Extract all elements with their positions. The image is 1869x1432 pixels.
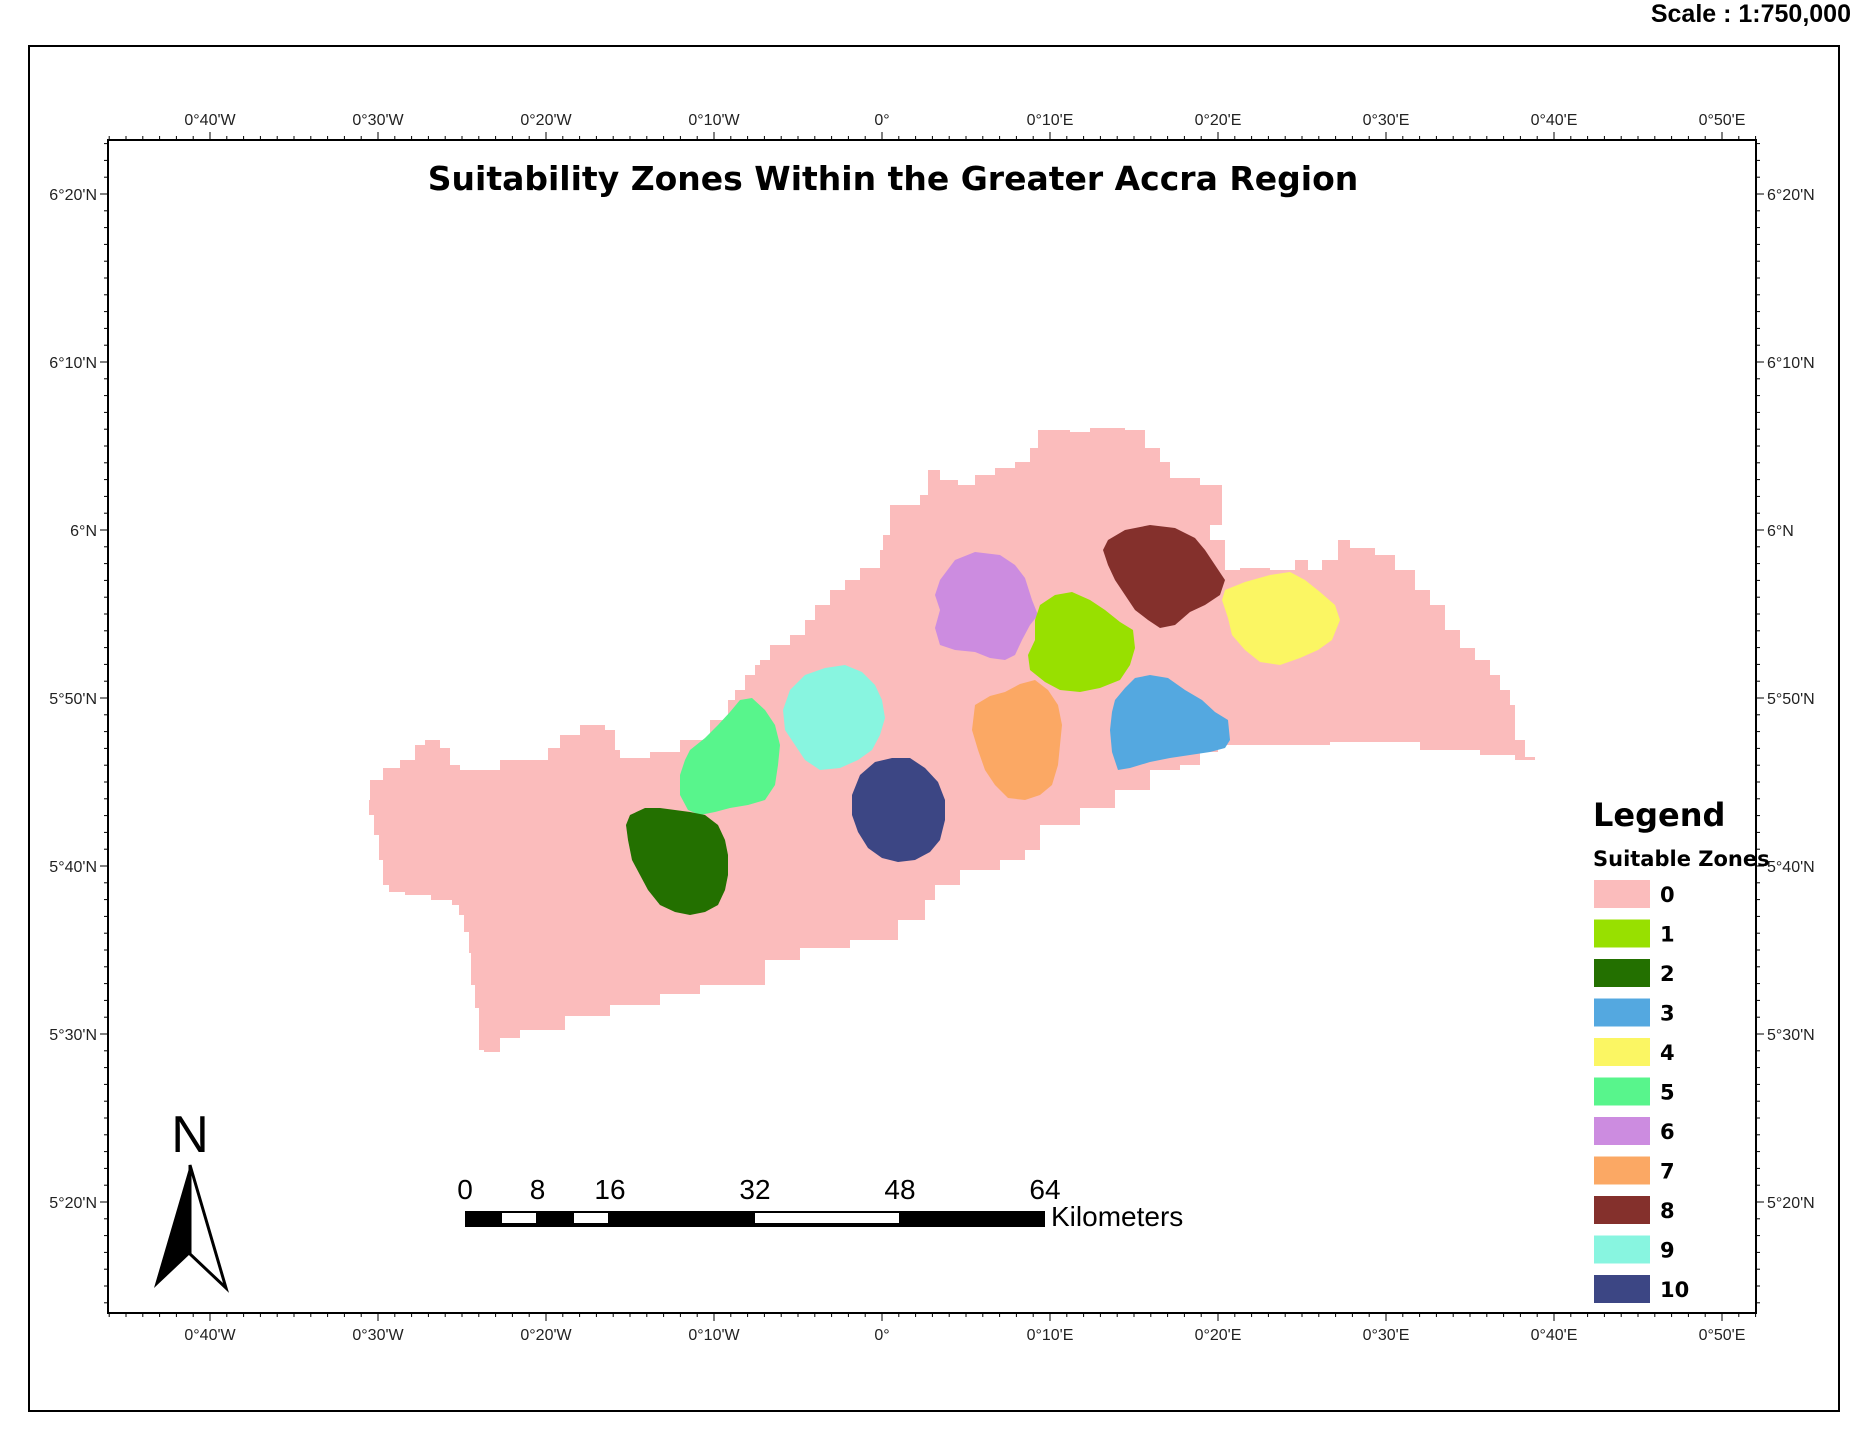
legend-item-label: 3 (1660, 1002, 1675, 1026)
legend-swatch (1594, 919, 1650, 948)
legend-swatch (1594, 1077, 1650, 1106)
longitude-label: 0°40'W (184, 1327, 236, 1344)
scale-bar-label: 16 (594, 1174, 625, 1205)
longitude-label: 0°20'W (520, 112, 572, 129)
longitude-label: 0°40'E (1531, 1327, 1578, 1344)
region-zone-8 (1103, 525, 1225, 628)
latitude-label: 6°10'N (1767, 355, 1815, 372)
region-zone-5 (680, 698, 780, 815)
legend-title: Legend (1593, 796, 1725, 834)
longitude-label: 0°20'E (1195, 1327, 1242, 1344)
legend-item-label: 4 (1660, 1041, 1675, 1065)
legend-item-label: 1 (1660, 923, 1675, 947)
legend-swatch (1594, 1117, 1650, 1145)
scale-bar: 0 8 16 32 48 64 Kilometers (457, 1174, 1183, 1232)
legend-items: 0 1 2 3 4 5 6 7 8 9 10 (1594, 880, 1689, 1303)
region-zone-6 (935, 552, 1038, 660)
latitude-label: 6°10'N (49, 355, 97, 372)
latitude-label: 5°50'N (1767, 691, 1815, 708)
legend-swatch (1594, 880, 1650, 908)
longitude-label: 0° (874, 112, 889, 129)
latitude-label: 6°20'N (49, 187, 97, 204)
legend-item-label: 2 (1660, 962, 1675, 986)
legend-item-label: 9 (1660, 1239, 1675, 1263)
scale-bar-label: 64 (1029, 1174, 1060, 1205)
longitude-label: 0°30'W (352, 112, 404, 129)
latitude-label: 5°40'N (49, 859, 97, 876)
latitude-label: 5°30'N (1767, 1027, 1815, 1044)
longitude-label: 0°10'E (1027, 112, 1074, 129)
region-zone-0 (369, 428, 1535, 1052)
longitude-label: 0°30'W (352, 1327, 404, 1344)
legend-swatch (1594, 998, 1650, 1027)
legend-swatch (1594, 1038, 1650, 1066)
latitude-label: 6°N (1767, 523, 1794, 540)
legend-item-label: 7 (1660, 1160, 1675, 1184)
legend-swatch (1594, 1196, 1650, 1224)
longitude-label: 0°20'W (520, 1327, 572, 1344)
scale-bar-label: 0 (457, 1174, 473, 1205)
latitude-label: 5°20'N (49, 1195, 97, 1212)
longitude-label: 0°50'E (1699, 1327, 1746, 1344)
graticule-ticks (100, 132, 1764, 1321)
longitude-label: 0°30'E (1363, 112, 1410, 129)
latitude-labels-right: 6°20'N 6°10'N 6°N 5°50'N 5°40'N 5°30'N 5°20'N (1767, 187, 1815, 1212)
page-border (28, 45, 1840, 1412)
region-zone-4 (1222, 572, 1340, 665)
legend-swatch (1594, 959, 1650, 987)
latitude-label: 5°30'N (49, 1027, 97, 1044)
scale-bar-unit: Kilometers (1051, 1201, 1183, 1232)
longitude-labels-top: 0°40'W 0°30'W 0°20'W 0°10'W 0° 0°10'E 0°20'E 0°… (184, 112, 1745, 129)
north-arrow-icon: N (154, 1106, 229, 1293)
latitude-label: 6°20'N (1767, 187, 1815, 204)
scale-bar-labels: 0 8 16 32 48 64 (457, 1174, 1060, 1205)
scale-bar-label: 8 (530, 1174, 546, 1205)
latitude-label: 5°40'N (1767, 859, 1815, 876)
region-zone-7 (972, 680, 1062, 800)
region-zone-1 (1028, 592, 1135, 692)
legend-subtitle: Suitable Zones (1593, 847, 1770, 871)
region-zone-9 (783, 665, 885, 770)
map-title: Suitability Zones Within the Greater Acc… (428, 159, 1358, 198)
latitude-label: 5°50'N (49, 691, 97, 708)
longitude-label: 0°40'E (1531, 112, 1578, 129)
legend-swatch (1594, 1235, 1650, 1264)
longitude-label: 0°50'E (1699, 112, 1746, 129)
legend-item-label: 0 (1660, 883, 1675, 907)
latitude-labels-left: 6°20'N 6°10'N 6°N 5°50'N 5°40'N 5°30'N 5°20'N (49, 187, 97, 1212)
longitude-label: 0°30'E (1363, 1327, 1410, 1344)
region-zone-3 (1110, 675, 1230, 770)
latitude-label: 5°20'N (1767, 1195, 1815, 1212)
latitude-label: 6°N (70, 523, 97, 540)
scale-bar-label: 48 (884, 1174, 915, 1205)
longitude-label: 0°40'W (184, 112, 236, 129)
legend: Legend Suitable Zones 0 1 2 3 4 5 6 7 8 9 10 (1593, 796, 1770, 1303)
legend-swatch (1594, 1275, 1650, 1303)
region-zone-2 (626, 808, 728, 915)
legend-item-label: 8 (1660, 1199, 1675, 1223)
legend-item-label: 6 (1660, 1120, 1675, 1144)
region-zone-10 (852, 758, 945, 862)
map-scale-text: Scale : 1:750,000 (1650, 0, 1851, 28)
longitude-labels-bottom: 0°40'W 0°30'W 0°20'W 0°10'W 0° 0°10'E 0°20'E 0°… (184, 1327, 1745, 1344)
legend-item-label: 10 (1660, 1278, 1689, 1302)
longitude-label: 0° (874, 1327, 889, 1344)
scale-bar-label: 32 (739, 1174, 770, 1205)
north-arrow-letter: N (171, 1106, 209, 1164)
longitude-label: 0°10'W (688, 112, 740, 129)
longitude-label: 0°20'E (1195, 112, 1242, 129)
longitude-label: 0°10'E (1027, 1327, 1074, 1344)
longitude-label: 0°10'W (688, 1327, 740, 1344)
legend-swatch (1594, 1156, 1650, 1185)
legend-item-label: 5 (1660, 1081, 1675, 1105)
